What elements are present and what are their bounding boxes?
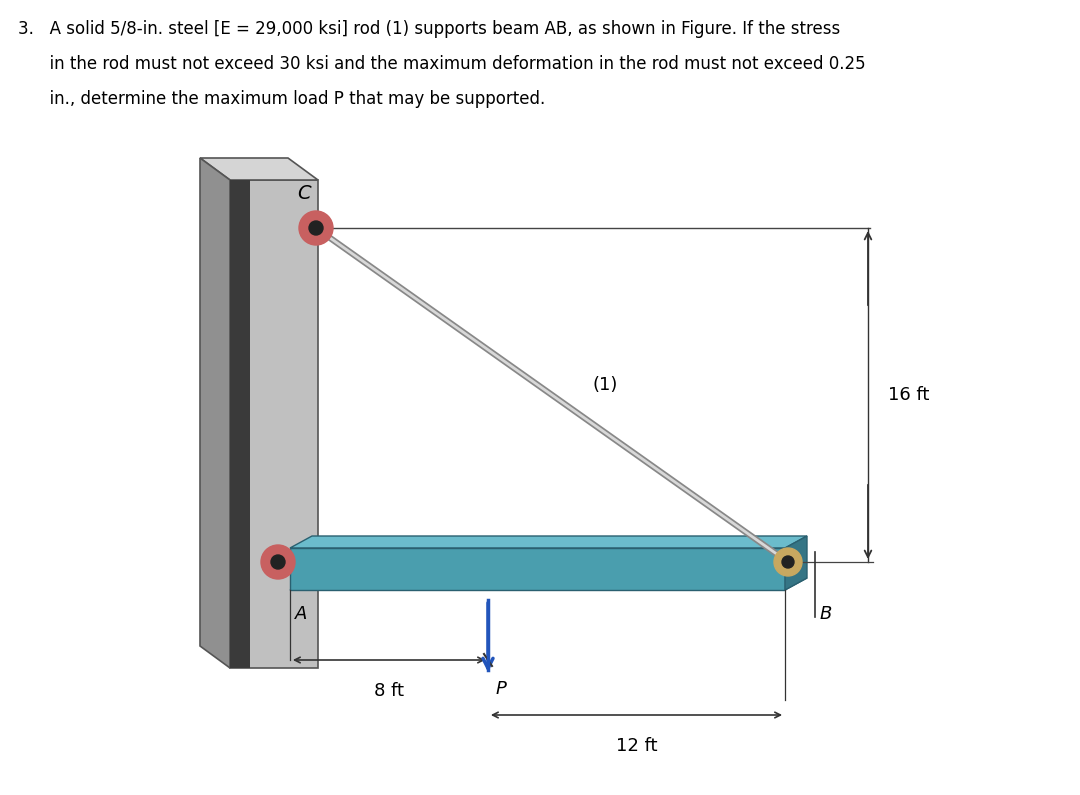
- Polygon shape: [230, 180, 249, 668]
- Text: 16 ft: 16 ft: [888, 386, 930, 404]
- Polygon shape: [291, 578, 807, 590]
- Polygon shape: [291, 536, 807, 548]
- Polygon shape: [230, 180, 318, 668]
- Text: C: C: [297, 184, 311, 203]
- Circle shape: [271, 555, 285, 569]
- Polygon shape: [200, 158, 230, 668]
- Circle shape: [774, 548, 802, 576]
- Polygon shape: [291, 548, 785, 590]
- Text: 3.   A solid 5/8-in. steel [E = 29,000 ksi] rod (1) supports beam AB, as shown i: 3. A solid 5/8-in. steel [E = 29,000 ksi…: [18, 20, 840, 38]
- Text: (1): (1): [592, 376, 618, 394]
- Text: in., determine the maximum load P that may be supported.: in., determine the maximum load P that m…: [18, 90, 545, 108]
- Polygon shape: [200, 158, 318, 180]
- Text: 12 ft: 12 ft: [616, 737, 658, 755]
- Text: in the rod must not exceed 30 ksi and the maximum deformation in the rod must no: in the rod must not exceed 30 ksi and th…: [18, 55, 866, 73]
- Polygon shape: [785, 536, 807, 590]
- Text: P: P: [496, 680, 507, 698]
- Text: A: A: [295, 605, 308, 623]
- Text: B: B: [820, 605, 833, 623]
- Circle shape: [299, 211, 333, 245]
- Circle shape: [261, 545, 295, 579]
- Circle shape: [782, 556, 794, 568]
- Text: 8 ft: 8 ft: [374, 682, 404, 700]
- Circle shape: [309, 221, 323, 235]
